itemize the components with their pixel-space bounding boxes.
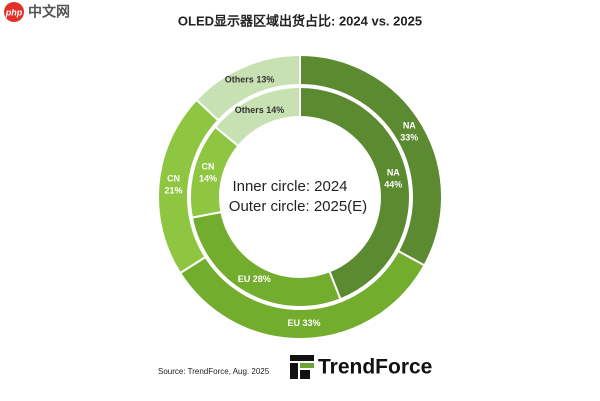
value-label: 33% xyxy=(400,133,418,143)
category-label: NA xyxy=(403,121,416,131)
value-label: 28% xyxy=(253,275,271,285)
brand-icon xyxy=(290,355,314,379)
value-label: 14% xyxy=(199,174,217,184)
slice xyxy=(213,85,301,148)
chart-title: OLED显示器区域出货占比: 2024 vs. 2025 xyxy=(178,13,422,28)
source: Source: TrendForce, Aug. 2025 xyxy=(158,367,270,376)
value-label: 21% xyxy=(165,185,183,195)
brand: TrendForce xyxy=(318,356,432,379)
value-label: 13% xyxy=(256,75,274,85)
value-label: 33% xyxy=(302,318,320,328)
value-label: 14% xyxy=(266,105,284,115)
category-label: NA xyxy=(387,168,400,178)
category-label: Others xyxy=(225,75,254,85)
outer-legend: Outer circle: 2025(E) xyxy=(229,198,367,215)
watermark-text: 中文网 xyxy=(28,4,70,20)
watermark-badge xyxy=(4,2,24,22)
slice-label: EU 33% xyxy=(287,318,320,328)
slice xyxy=(195,53,301,122)
category-label: EU xyxy=(287,318,300,328)
watermark-logo: php xyxy=(5,7,23,17)
slice-label: Others 13% xyxy=(225,75,275,85)
inner-legend: Inner circle: 2024 xyxy=(232,178,347,195)
slice-label: Others 14% xyxy=(235,105,285,115)
category-label: CN xyxy=(167,173,180,183)
category-label: Others xyxy=(235,105,264,115)
slice-label: EU 28% xyxy=(238,275,271,285)
value-label: 44% xyxy=(384,180,402,190)
category-label: EU xyxy=(238,275,251,285)
slice xyxy=(299,85,411,301)
category-label: CN xyxy=(201,162,214,172)
